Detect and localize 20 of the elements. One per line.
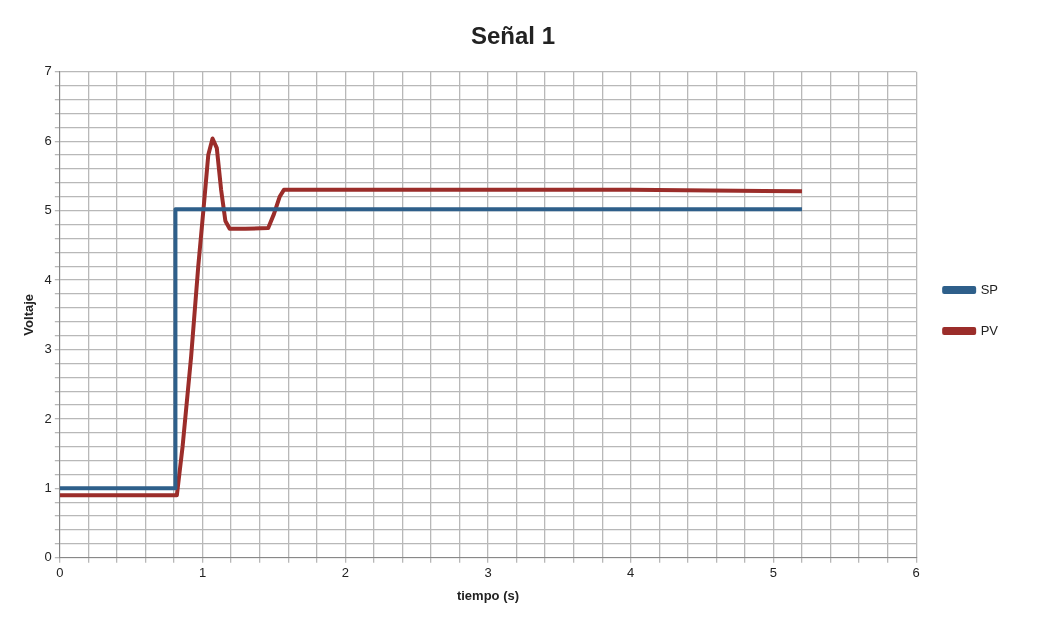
x-tick-label: 5: [769, 565, 778, 581]
y-tick-label: 4: [44, 271, 52, 287]
y-tick-label: 2: [44, 410, 52, 426]
y-tick-label: 1: [44, 479, 52, 495]
chart-title: Señal 1: [470, 22, 556, 50]
x-axis-title: tiempo (s): [456, 587, 520, 603]
y-tick-label: 6: [44, 132, 52, 148]
y-tick-label: 7: [44, 63, 52, 79]
y-axis-title: Voltaje: [21, 293, 37, 336]
x-tick-label: 3: [484, 565, 492, 581]
y-tick-label: 0: [44, 549, 52, 565]
x-tick-label: 1: [198, 565, 207, 581]
x-tick-label: 4: [627, 565, 635, 581]
x-tick-label: 0: [56, 565, 64, 581]
x-tick-label: 2: [341, 565, 349, 581]
y-tick-label: 3: [44, 341, 52, 357]
legend-label: PV: [980, 322, 999, 338]
y-tick-label: 5: [44, 202, 52, 218]
legend-label: SP: [980, 281, 998, 297]
x-tick-label: 6: [912, 565, 920, 581]
